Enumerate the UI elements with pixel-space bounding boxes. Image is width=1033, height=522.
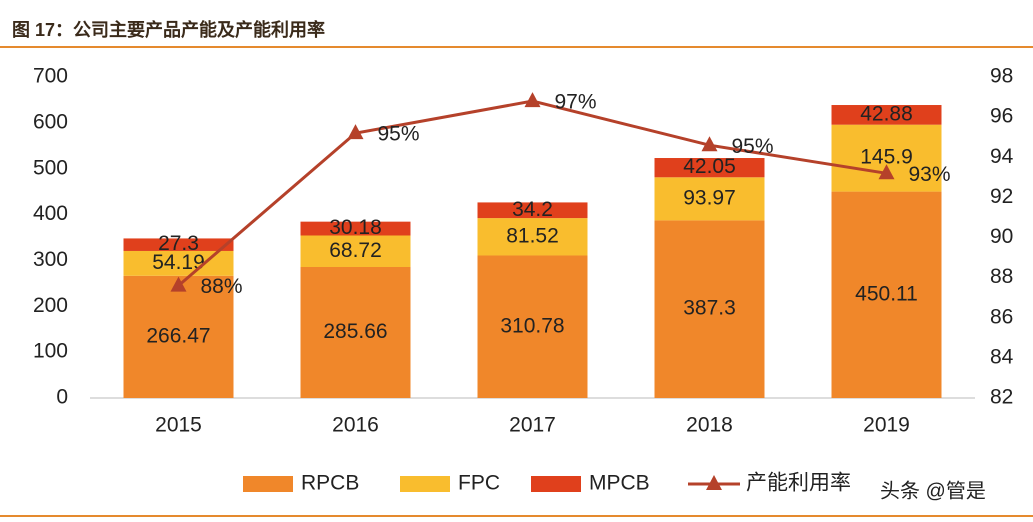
y2-tick-label: 88 [990, 265, 1013, 288]
data-label: 450.11 [855, 282, 918, 305]
bar-segment [831, 105, 942, 125]
data-label: 81.52 [506, 224, 559, 247]
bar-segment [477, 255, 588, 398]
watermark: 头条 @管是 [880, 479, 986, 502]
x-tick-label: 2017 [509, 414, 556, 437]
y-tick-label: 500 [33, 156, 68, 179]
line-marker [347, 124, 364, 140]
data-label: 387.3 [683, 297, 736, 320]
data-label: 68.72 [329, 239, 382, 262]
bar-segment [477, 202, 588, 219]
y2-tick-label: 96 [990, 105, 1013, 128]
y-tick-label: 400 [33, 202, 68, 225]
data-label: 27.3 [158, 232, 199, 255]
x-tick-label: 2018 [686, 414, 733, 437]
y-tick-label: 700 [33, 65, 68, 88]
legend-swatch [400, 476, 450, 492]
data-label: 30.18 [329, 216, 382, 239]
line-marker [701, 136, 718, 152]
bar-segment [300, 267, 411, 398]
data-label: 310.78 [500, 314, 564, 337]
y2-tick-label: 94 [990, 145, 1014, 168]
line-marker [878, 164, 895, 180]
y2-tick-label: 84 [990, 345, 1014, 368]
bar-segment [300, 221, 411, 236]
line-marker [170, 276, 187, 292]
data-label: 34.2 [512, 198, 553, 221]
bar-segment [477, 218, 588, 256]
y-tick-label: 300 [33, 248, 68, 271]
bar-segment [123, 275, 234, 398]
legend-label: FPC [458, 472, 500, 495]
y2-tick-label: 86 [990, 305, 1013, 328]
line-label: 97% [555, 91, 597, 114]
legend-swatch [243, 476, 293, 492]
bar-segment [831, 191, 942, 398]
legend-label: MPCB [589, 472, 650, 495]
x-tick-label: 2019 [863, 414, 910, 437]
bar-segment [123, 238, 234, 251]
legend-marker [706, 475, 722, 490]
line-label: 93% [909, 163, 951, 186]
line-label: 95% [378, 123, 420, 146]
chart-title: 图 17：公司主要产品产能及产能利用率 [12, 19, 325, 40]
bar-segment [654, 158, 765, 178]
bar-segment [300, 235, 411, 268]
y2-tick-label: 90 [990, 225, 1013, 248]
bar-segment [831, 124, 942, 192]
y-tick-label: 600 [33, 110, 68, 133]
line-label: 88% [201, 275, 243, 298]
bar-segment [654, 220, 765, 398]
y-tick-label: 0 [56, 386, 68, 409]
legend-label: 产能利用率 [746, 472, 851, 495]
legend-swatch [531, 476, 581, 492]
x-tick-label: 2016 [332, 414, 379, 437]
legend-label: RPCB [301, 472, 359, 495]
data-label: 42.05 [683, 155, 736, 178]
data-label: 285.66 [323, 320, 387, 343]
x-tick-label: 2015 [155, 414, 202, 437]
data-label: 42.88 [860, 102, 913, 125]
data-label: 145.9 [860, 146, 913, 169]
y2-tick-label: 82 [990, 386, 1013, 409]
y2-tick-label: 98 [990, 65, 1013, 88]
data-label: 54.19 [152, 251, 205, 274]
line-marker [524, 92, 541, 108]
y-tick-label: 200 [33, 294, 68, 317]
data-label: 266.47 [146, 324, 210, 347]
data-label: 93.97 [683, 186, 736, 209]
bar-segment [654, 177, 765, 221]
line-label: 95% [732, 135, 774, 158]
y-tick-label: 100 [33, 340, 68, 363]
y2-tick-label: 92 [990, 185, 1013, 208]
